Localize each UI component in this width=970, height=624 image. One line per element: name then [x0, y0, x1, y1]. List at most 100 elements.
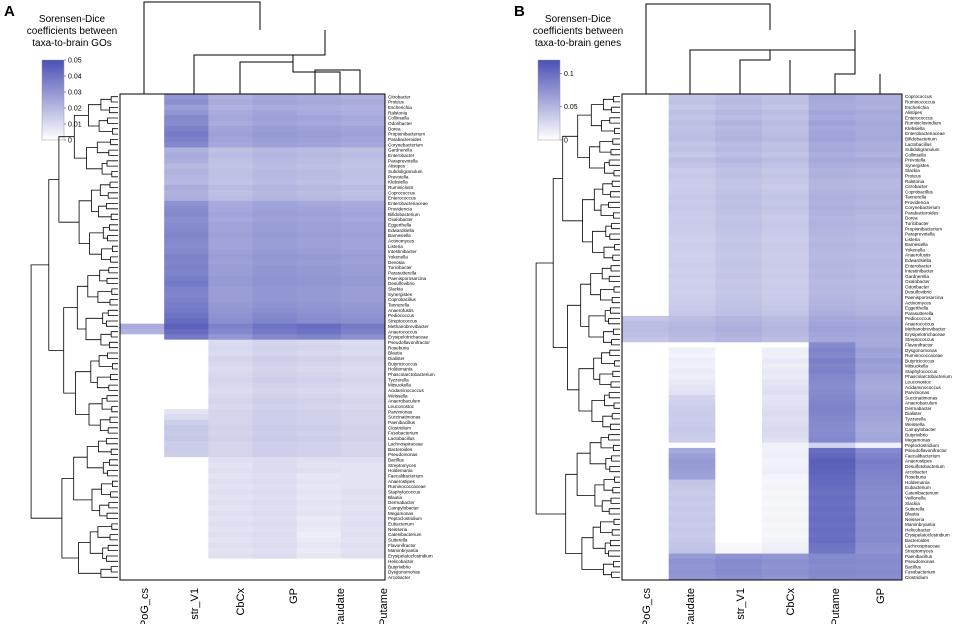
heatmap-cell — [855, 141, 903, 148]
heatmap-cell — [252, 377, 298, 383]
heatmap-cell — [762, 178, 810, 185]
heatmap-cell — [668, 130, 716, 137]
heatmap-cell — [668, 252, 716, 259]
heatmap-cell — [252, 521, 298, 527]
heatmap-cell — [120, 547, 165, 554]
heatmap-cell — [808, 125, 856, 132]
heatmap-cell — [120, 280, 165, 287]
heatmap-cell — [668, 442, 716, 449]
heatmap-cell — [715, 136, 763, 142]
heatmap-cell — [622, 453, 670, 459]
row-label: Dialister — [905, 411, 922, 416]
heatmap-cell — [715, 574, 763, 581]
heatmap-cell — [855, 120, 903, 127]
heatmap-cell — [208, 339, 253, 346]
row-label: Tyzzerella — [388, 377, 409, 382]
heatmap-cell — [164, 339, 209, 346]
heatmap-cell — [715, 130, 763, 137]
heatmap-cell — [296, 473, 342, 479]
heatmap-cell — [855, 490, 903, 496]
heatmap-cell — [340, 163, 386, 170]
heatmap-cell — [296, 350, 342, 357]
row-label: Bacteroides — [388, 447, 413, 452]
row-label: Parasutterella — [388, 271, 417, 276]
row-label: Propionibacterium — [388, 132, 425, 137]
heatmap-cell — [855, 204, 903, 211]
heatmap-cell — [164, 136, 209, 143]
heatmap-cell — [252, 339, 298, 346]
heatmap-cell — [622, 247, 670, 253]
heatmap-cell — [252, 174, 298, 180]
heatmap-cell — [855, 421, 903, 428]
heatmap-cell — [855, 558, 903, 565]
row-label: Barnesiella — [905, 242, 928, 247]
heatmap-cell — [296, 569, 342, 576]
heatmap-cell — [668, 474, 716, 481]
heatmap-cell — [668, 289, 716, 296]
heatmap-cell — [855, 178, 903, 185]
heatmap-cell — [808, 178, 856, 185]
heatmap-cell — [252, 350, 298, 357]
row-label: Faecalibacterium — [905, 453, 940, 458]
heatmap-cell — [668, 379, 716, 385]
heatmap-cell — [762, 189, 810, 195]
heatmap-cell — [762, 99, 810, 105]
dendrogram-branch — [107, 544, 118, 551]
heatmap-cell — [622, 373, 670, 380]
column-label: PoG_cs — [641, 588, 653, 624]
row-label: Phascolarctobacterium — [388, 372, 435, 377]
heatmap-cell — [164, 499, 209, 506]
heatmap-cell — [762, 458, 810, 465]
heatmap-cell — [622, 384, 670, 391]
heatmap-cell — [808, 342, 856, 348]
heatmap-cell — [622, 500, 670, 507]
heatmap-cell — [120, 419, 165, 426]
dendrogram-branch — [73, 456, 92, 501]
heatmap-cell — [208, 296, 253, 303]
heatmap-cell — [120, 152, 165, 159]
heatmap-cell — [120, 377, 165, 383]
heatmap-cell — [808, 210, 856, 216]
heatmap-cell — [855, 199, 903, 206]
heatmap-cell — [762, 125, 810, 132]
heatmap-cell — [296, 339, 342, 346]
heatmap-cell — [120, 425, 165, 431]
heatmap-cell — [120, 361, 165, 367]
dendrogram-branch — [610, 149, 620, 156]
heatmap-cell — [252, 270, 298, 276]
heatmap-cell — [120, 494, 165, 501]
heatmap-cell — [808, 104, 856, 111]
heatmap-cell — [208, 473, 253, 479]
heatmap-cell — [252, 147, 298, 154]
dendrogram-branch — [604, 542, 611, 554]
heatmap-cell — [296, 296, 342, 303]
heatmap-cell — [622, 204, 670, 211]
heatmap-cell — [296, 435, 342, 442]
heatmap-cell — [296, 499, 342, 506]
heatmap-cell — [668, 257, 716, 264]
heatmap-cell — [340, 494, 386, 501]
heatmap-cell — [668, 543, 716, 549]
heatmap-cell — [762, 352, 810, 359]
heatmap-cell — [120, 355, 165, 362]
row-label: Neisseria — [905, 517, 925, 522]
heatmap-cell — [808, 352, 856, 359]
heatmap-cell — [855, 358, 903, 364]
row-label: Gardnerella — [388, 148, 412, 153]
heatmap-cell — [340, 238, 386, 244]
heatmap-cell — [164, 190, 209, 196]
heatmap-cell — [252, 526, 298, 533]
heatmap-cell — [622, 268, 670, 275]
heatmap-cell — [715, 532, 763, 539]
heatmap-cell — [208, 483, 253, 490]
heatmap-cell — [340, 264, 386, 271]
row-label: Anaerostipes — [388, 479, 416, 484]
heatmap-cell — [715, 484, 763, 491]
row-label: Coprococcus — [905, 94, 933, 99]
heatmap-cell — [762, 241, 810, 248]
heatmap-cell — [855, 152, 903, 158]
dendrogram-branch — [107, 117, 118, 124]
heatmap-cell — [340, 521, 386, 527]
heatmap-cell — [208, 147, 253, 154]
heatmap-cell — [252, 430, 298, 437]
